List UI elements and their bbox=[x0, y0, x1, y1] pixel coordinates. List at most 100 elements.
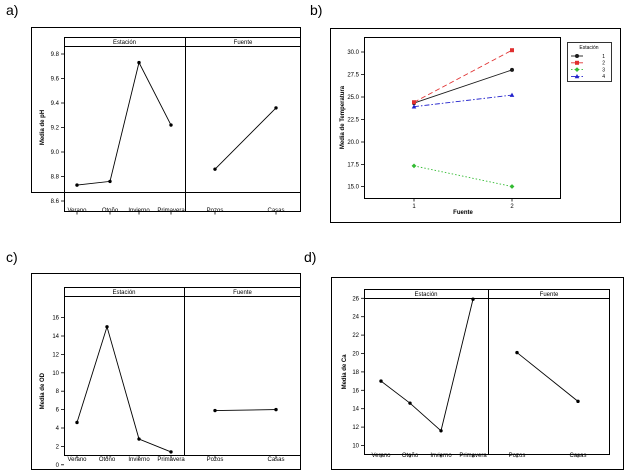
y-tick-label: 20 bbox=[352, 352, 359, 358]
series-line bbox=[413, 49, 513, 103]
y-tick-label: 9.8 bbox=[51, 52, 60, 58]
panel-letter: a) bbox=[6, 2, 18, 18]
y-tick-label: 30.0 bbox=[347, 50, 359, 56]
data-point bbox=[274, 407, 278, 412]
x-tick-label: Verano bbox=[371, 453, 391, 459]
x-tick-label: Primavera bbox=[459, 453, 487, 459]
y-tick-label: 27.5 bbox=[347, 73, 359, 79]
y-tick-label: 25.0 bbox=[347, 95, 359, 101]
y-tick-label: 26 bbox=[352, 296, 359, 302]
y-tick-label: 14 bbox=[52, 334, 59, 340]
chart-panel-b: b)15.017.520.022.525.027.530.01 2FuenteMe… bbox=[310, 2, 621, 223]
data-point bbox=[137, 437, 141, 441]
data-point bbox=[412, 100, 416, 105]
legend-marker bbox=[574, 74, 580, 79]
chart-panel-d: d) Estación Fuente 10 12 14 16 18 20 22 24 26 Media … bbox=[304, 249, 624, 470]
x-tick-label: Casas bbox=[267, 208, 284, 214]
figure-frame bbox=[31, 27, 301, 193]
x-tick-label: Invierno bbox=[128, 208, 150, 214]
x-tick-label: Otoño bbox=[402, 453, 419, 459]
x-tick-label: Pozos bbox=[207, 208, 224, 214]
y-tick-label: 12 bbox=[52, 352, 59, 358]
plot-area bbox=[364, 289, 610, 455]
x-tick-label: Verano bbox=[67, 457, 87, 463]
x-tick-label: Verano bbox=[67, 208, 87, 214]
series-line bbox=[516, 352, 579, 402]
x-tick-label: Invierno bbox=[430, 453, 452, 459]
y-tick-label: 10 bbox=[352, 444, 359, 450]
data-point bbox=[471, 297, 475, 301]
legend-title: Estación bbox=[579, 45, 598, 51]
plot-area bbox=[64, 37, 301, 212]
legend-entry: 1 bbox=[602, 54, 605, 60]
plot-area bbox=[64, 287, 301, 456]
facet-title: Fuente bbox=[540, 292, 559, 298]
figure-frame bbox=[331, 277, 624, 470]
y-tick-label: 16 bbox=[352, 388, 359, 394]
data-point bbox=[274, 106, 278, 110]
y-tick-label: 9.0 bbox=[51, 150, 60, 156]
x-tick-label: 2 bbox=[510, 204, 514, 210]
data-point bbox=[510, 48, 514, 53]
x-tick-label: Invierno bbox=[128, 457, 150, 463]
x-tick-label: Pozos bbox=[207, 457, 224, 463]
legend-entry: 4 bbox=[602, 74, 605, 80]
chart-panel-a: a) Estación Fuente 8.6 8.8 9.0 9.2 9.4 9.6 9.8 Med… bbox=[6, 2, 301, 215]
data-point bbox=[408, 401, 412, 405]
series-line bbox=[76, 61, 172, 186]
legend-box bbox=[567, 42, 612, 82]
data-point bbox=[379, 379, 383, 383]
y-tick-label: 8 bbox=[56, 389, 60, 395]
data-point bbox=[439, 429, 443, 433]
series-line bbox=[413, 165, 513, 187]
y-tick-label: 8.6 bbox=[51, 199, 60, 205]
data-point bbox=[75, 183, 79, 187]
series-line bbox=[214, 107, 277, 170]
figure-frame bbox=[330, 28, 621, 223]
plot-area bbox=[364, 37, 561, 199]
data-point bbox=[576, 399, 580, 404]
legend-marker bbox=[575, 60, 579, 65]
y-tick-label: 12 bbox=[352, 425, 359, 431]
data-point bbox=[137, 60, 141, 65]
y-tick-label: 16 bbox=[52, 316, 59, 322]
y-tick-label: 9.6 bbox=[51, 77, 60, 83]
facet-title: Estación bbox=[414, 292, 437, 298]
y-axis-label: Media de Ca bbox=[342, 354, 348, 390]
legend-marker bbox=[575, 54, 579, 58]
y-tick-label: 0 bbox=[56, 463, 60, 469]
y-tick-label: 22.5 bbox=[347, 118, 359, 124]
y-tick-label: 15.0 bbox=[347, 185, 359, 191]
figure-frame bbox=[31, 273, 301, 470]
data-point bbox=[411, 104, 417, 109]
series-line bbox=[413, 94, 513, 108]
y-tick-label: 18 bbox=[352, 370, 359, 376]
panel-letter: c) bbox=[6, 249, 18, 265]
facet-title: Fuente bbox=[233, 290, 252, 296]
y-axis-label: Media de pH bbox=[40, 110, 46, 145]
x-tick-label: Primavera bbox=[157, 457, 185, 463]
data-point bbox=[169, 450, 173, 454]
x-tick-label: Casas bbox=[569, 453, 586, 459]
data-point bbox=[509, 184, 515, 189]
x-tick-label: Pozos bbox=[509, 453, 526, 459]
x-tick-label: Otoño bbox=[99, 457, 116, 463]
data-point bbox=[213, 408, 217, 413]
y-tick-label: 24 bbox=[352, 315, 359, 321]
y-tick-label: 20.0 bbox=[347, 140, 359, 146]
data-point bbox=[411, 163, 417, 169]
series-line bbox=[380, 299, 474, 432]
y-tick-label: 22 bbox=[352, 333, 359, 339]
y-axis-label: Media de OD bbox=[40, 372, 46, 409]
y-tick-label: 2 bbox=[56, 444, 60, 450]
x-axis-label: Fuente bbox=[453, 210, 473, 216]
facet-title: Estación bbox=[112, 290, 135, 296]
y-tick-label: 17.5 bbox=[347, 163, 359, 169]
data-point bbox=[509, 92, 515, 97]
data-point bbox=[105, 325, 109, 329]
data-point bbox=[510, 67, 514, 72]
chart-panel-c: c) Estación Fuente 0 2 4 6 8 10 12 14 16 Media de OD… bbox=[6, 249, 301, 470]
data-point bbox=[169, 123, 173, 127]
